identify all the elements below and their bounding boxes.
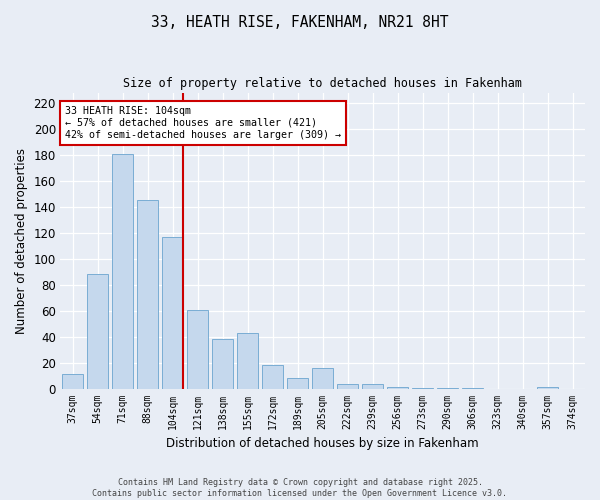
Bar <box>162 238 183 389</box>
Text: Contains HM Land Registry data © Crown copyright and database right 2025.
Contai: Contains HM Land Registry data © Crown c… <box>92 478 508 498</box>
Bar <box>62 374 83 389</box>
Title: Size of property relative to detached houses in Fakenham: Size of property relative to detached ho… <box>123 78 522 90</box>
Bar <box>112 154 133 389</box>
Bar <box>262 364 283 389</box>
Bar <box>187 310 208 389</box>
Bar <box>337 384 358 389</box>
Bar <box>87 274 108 389</box>
Bar <box>537 386 558 389</box>
Bar <box>437 388 458 389</box>
Bar <box>287 378 308 389</box>
Bar <box>312 368 333 389</box>
Bar <box>462 388 483 389</box>
Bar <box>212 338 233 389</box>
Bar <box>137 200 158 389</box>
Y-axis label: Number of detached properties: Number of detached properties <box>15 148 28 334</box>
Text: 33 HEATH RISE: 104sqm
← 57% of detached houses are smaller (421)
42% of semi-det: 33 HEATH RISE: 104sqm ← 57% of detached … <box>65 106 341 140</box>
Bar <box>362 384 383 389</box>
Bar <box>412 388 433 389</box>
Text: 33, HEATH RISE, FAKENHAM, NR21 8HT: 33, HEATH RISE, FAKENHAM, NR21 8HT <box>151 15 449 30</box>
Bar <box>237 334 258 389</box>
X-axis label: Distribution of detached houses by size in Fakenham: Distribution of detached houses by size … <box>166 437 479 450</box>
Bar <box>387 386 408 389</box>
